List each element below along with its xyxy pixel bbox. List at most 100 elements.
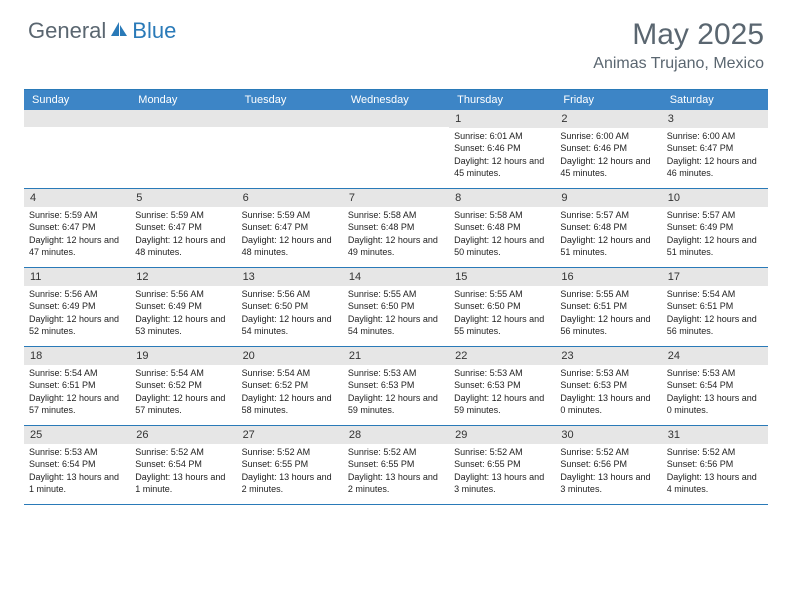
day-cell: 8Sunrise: 5:58 AMSunset: 6:48 PMDaylight… (449, 189, 555, 267)
day-info: Sunrise: 5:57 AMSunset: 6:48 PMDaylight:… (555, 207, 661, 262)
sunset-text: Sunset: 6:55 PM (454, 458, 550, 470)
daylight-text: Daylight: 12 hours and 54 minutes. (348, 313, 444, 337)
empty-day-number (237, 110, 343, 127)
daylight-text: Daylight: 13 hours and 4 minutes. (667, 471, 763, 495)
day-number: 1 (449, 110, 555, 128)
sunrise-text: Sunrise: 5:54 AM (667, 288, 763, 300)
day-header: Thursday (449, 90, 555, 110)
day-info: Sunrise: 5:53 AMSunset: 6:53 PMDaylight:… (555, 365, 661, 420)
day-number: 10 (662, 189, 768, 207)
day-cell: 17Sunrise: 5:54 AMSunset: 6:51 PMDayligh… (662, 268, 768, 346)
day-cell: 19Sunrise: 5:54 AMSunset: 6:52 PMDayligh… (130, 347, 236, 425)
day-number: 14 (343, 268, 449, 286)
sunrise-text: Sunrise: 5:55 AM (454, 288, 550, 300)
day-info: Sunrise: 5:53 AMSunset: 6:54 PMDaylight:… (24, 444, 130, 499)
week-row: 11Sunrise: 5:56 AMSunset: 6:49 PMDayligh… (24, 268, 768, 347)
sunrise-text: Sunrise: 5:52 AM (667, 446, 763, 458)
daylight-text: Daylight: 12 hours and 45 minutes. (454, 155, 550, 179)
sunrise-text: Sunrise: 5:57 AM (667, 209, 763, 221)
day-cell: 28 Sunrise: 5:52 AMSunset: 6:55 PMDayligh… (343, 426, 449, 504)
logo: General Blue (28, 18, 176, 44)
sunset-text: Sunset: 6:53 PM (454, 379, 550, 391)
daylight-text: Daylight: 12 hours and 46 minutes. (667, 155, 763, 179)
day-info: Sunrise: 5:56 AMSunset: 6:50 PMDaylight:… (237, 286, 343, 341)
sunrise-text: Sunrise: 5:59 AM (135, 209, 231, 221)
day-cell: 26Sunrise: 5:52 AMSunset: 6:54 PMDayligh… (130, 426, 236, 504)
day-cell: 16Sunrise: 5:55 AMSunset: 6:51 PMDayligh… (555, 268, 661, 346)
sunset-text: Sunset: 6:46 PM (454, 142, 550, 154)
day-info: Sunrise: 5:59 AMSunset: 6:47 PMDaylight:… (130, 207, 236, 262)
day-number: 30 (555, 426, 661, 444)
day-cell: 23Sunrise: 5:53 AMSunset: 6:53 PMDayligh… (555, 347, 661, 425)
sunset-text: Sunset: 6:52 PM (242, 379, 338, 391)
day-number: 29 (449, 426, 555, 444)
sunset-text: Sunset: 6:52 PM (135, 379, 231, 391)
day-number: 12 (130, 268, 236, 286)
daylight-text: Daylight: 12 hours and 49 minutes. (348, 234, 444, 258)
day-number: 9 (555, 189, 661, 207)
sunset-text: Sunset: 6:49 PM (29, 300, 125, 312)
day-number: 15 (449, 268, 555, 286)
day-number: 5 (130, 189, 236, 207)
day-headers-row: SundayMondayTuesdayWednesdayThursdayFrid… (24, 90, 768, 110)
daylight-text: Daylight: 12 hours and 51 minutes. (667, 234, 763, 258)
sunrise-text: Sunrise: 5:54 AM (135, 367, 231, 379)
day-number: 17 (662, 268, 768, 286)
day-number: 16 (555, 268, 661, 286)
sunrise-text: Sunrise: 5:59 AM (242, 209, 338, 221)
logo-sail-icon (109, 19, 129, 44)
sunset-text: Sunset: 6:53 PM (560, 379, 656, 391)
daylight-text: Daylight: 13 hours and 2 minutes. (348, 471, 444, 495)
week-row: 1Sunrise: 6:01 AMSunset: 6:46 PMDaylight… (24, 110, 768, 189)
week-row: 4Sunrise: 5:59 AMSunset: 6:47 PMDaylight… (24, 189, 768, 268)
sunset-text: Sunset: 6:47 PM (29, 221, 125, 233)
sunset-text: Sunset: 6:48 PM (454, 221, 550, 233)
day-cell (24, 110, 130, 188)
day-number: 8 (449, 189, 555, 207)
day-number: 20 (237, 347, 343, 365)
day-info: Sunrise: 5:59 AMSunset: 6:47 PMDaylight:… (24, 207, 130, 262)
daylight-text: Daylight: 12 hours and 51 minutes. (560, 234, 656, 258)
daylight-text: Daylight: 12 hours and 55 minutes. (454, 313, 550, 337)
day-info: Sunrise: 5:54 AMSunset: 6:52 PMDaylight:… (130, 365, 236, 420)
sunrise-text: Sunrise: 5:56 AM (135, 288, 231, 300)
day-number: 13 (237, 268, 343, 286)
day-info: Sunrise: 5:59 AMSunset: 6:47 PMDaylight:… (237, 207, 343, 262)
day-cell: 27Sunrise: 5:52 AMSunset: 6:55 PMDayligh… (237, 426, 343, 504)
day-info: Sunrise: 5:56 AMSunset: 6:49 PMDaylight:… (24, 286, 130, 341)
day-number: 18 (24, 347, 130, 365)
day-number: 4 (24, 189, 130, 207)
day-cell: 2Sunrise: 6:00 AMSunset: 6:46 PMDaylight… (555, 110, 661, 188)
month-title: May 2025 (593, 18, 764, 51)
sunrise-text: Sunrise: 5:53 AM (348, 367, 444, 379)
sunset-text: Sunset: 6:50 PM (242, 300, 338, 312)
sunrise-text: Sunrise: 5:52 AM (560, 446, 656, 458)
day-cell: 22Sunrise: 5:53 AMSunset: 6:53 PMDayligh… (449, 347, 555, 425)
day-cell: 12Sunrise: 5:56 AMSunset: 6:49 PMDayligh… (130, 268, 236, 346)
logo-text-blue: Blue (132, 18, 176, 44)
sunrise-text: Sunrise: 5:52 AM (348, 446, 444, 458)
sunrise-text: Sunrise: 5:56 AM (242, 288, 338, 300)
day-number: 24 (662, 347, 768, 365)
day-number: 11 (24, 268, 130, 286)
day-cell: 20Sunrise: 5:54 AMSunset: 6:52 PMDayligh… (237, 347, 343, 425)
sunset-text: Sunset: 6:50 PM (348, 300, 444, 312)
day-number: 28 (343, 426, 449, 444)
daylight-text: Daylight: 12 hours and 59 minutes. (348, 392, 444, 416)
day-header: Friday (555, 90, 661, 110)
day-number: 6 (237, 189, 343, 207)
day-cell: 7Sunrise: 5:58 AMSunset: 6:48 PMDaylight… (343, 189, 449, 267)
day-cell: 10Sunrise: 5:57 AMSunset: 6:49 PMDayligh… (662, 189, 768, 267)
sunset-text: Sunset: 6:47 PM (667, 142, 763, 154)
logo-text-general: General (28, 18, 106, 44)
day-info: Sunrise: 5:56 AMSunset: 6:49 PMDaylight:… (130, 286, 236, 341)
sunrise-text: Sunrise: 5:57 AM (560, 209, 656, 221)
sunrise-text: Sunrise: 5:56 AM (29, 288, 125, 300)
day-header: Saturday (662, 90, 768, 110)
day-number: 26 (130, 426, 236, 444)
day-cell (343, 110, 449, 188)
sunrise-text: Sunrise: 5:58 AM (454, 209, 550, 221)
daylight-text: Daylight: 12 hours and 56 minutes. (667, 313, 763, 337)
sunset-text: Sunset: 6:55 PM (348, 458, 444, 470)
sunset-text: Sunset: 6:56 PM (560, 458, 656, 470)
